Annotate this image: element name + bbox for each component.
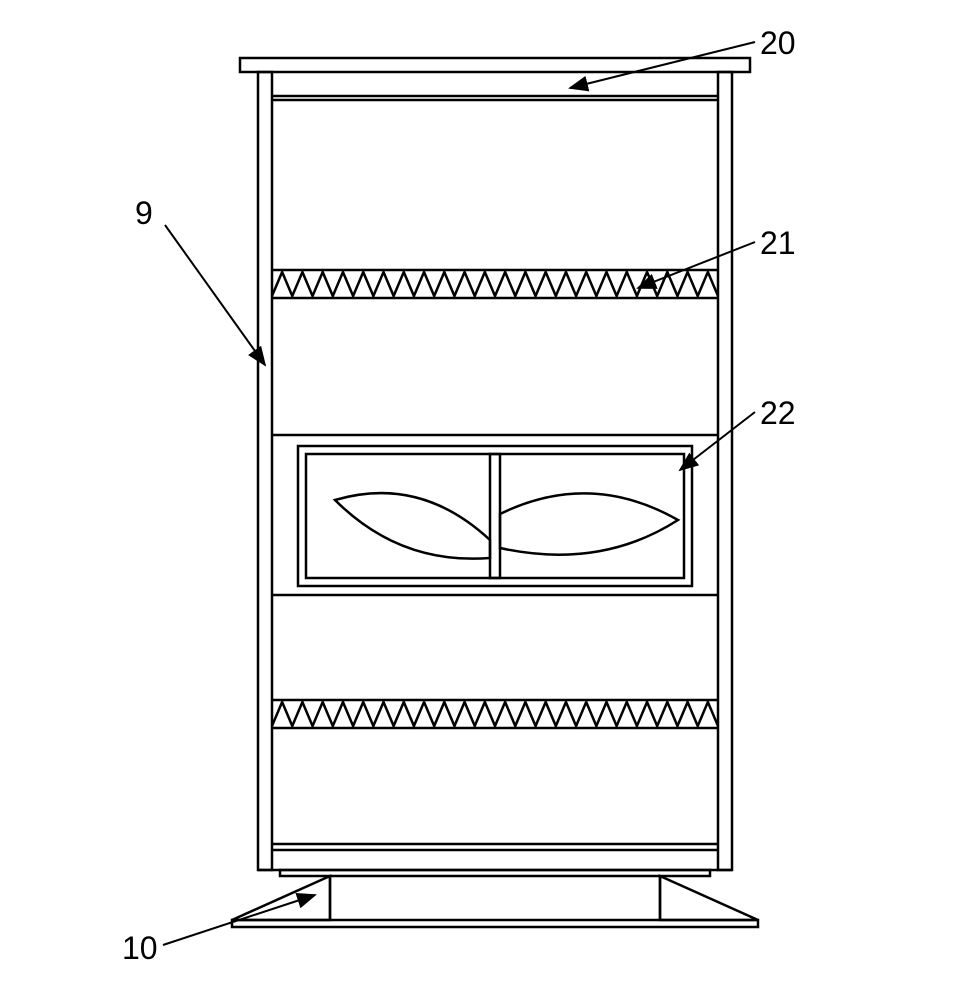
fan-blade-right: [500, 493, 678, 554]
diagram-container: 20 21 22 9 10: [0, 0, 976, 1000]
outer-frame-right: [718, 72, 732, 870]
fan-blade-left: [335, 493, 490, 559]
fan-box-inner: [306, 454, 684, 578]
label-20: 20: [760, 25, 796, 62]
zigzag-filter-1: [272, 272, 718, 296]
fan-box-outer: [298, 446, 692, 586]
top-plate: [240, 58, 750, 72]
leader-9: [165, 225, 265, 365]
label-21: 21: [760, 225, 796, 262]
label-10: 10: [122, 930, 158, 967]
leader-20: [570, 42, 755, 88]
base-flare-right: [660, 876, 758, 920]
label-9: 9: [135, 195, 153, 232]
zigzag-filter-2: [272, 702, 718, 726]
base-flare-left: [232, 876, 330, 920]
outer-frame-left: [258, 72, 272, 870]
diagram-svg: [0, 0, 976, 1000]
label-22: 22: [760, 395, 796, 432]
base-top-bar: [280, 870, 710, 876]
leader-21: [638, 242, 755, 288]
fan-shaft: [490, 454, 500, 578]
base-bottom-bar: [232, 920, 758, 927]
